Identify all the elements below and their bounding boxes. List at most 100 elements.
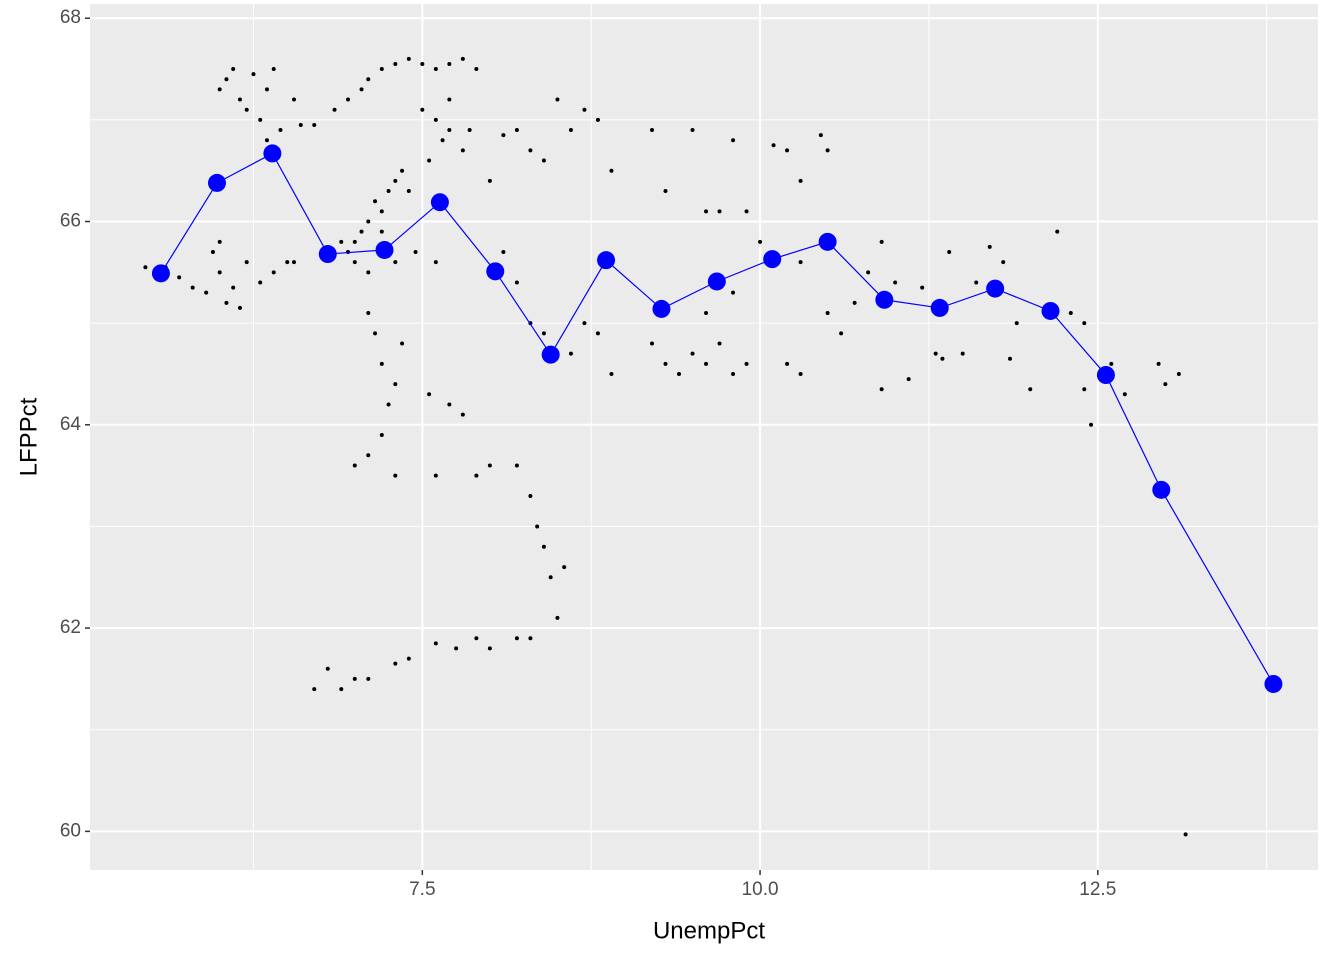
scatter-point <box>704 209 709 214</box>
scatter-point <box>514 280 519 285</box>
scatter-point <box>406 189 411 194</box>
scatter-point <box>190 285 195 290</box>
scatter-point <box>379 67 384 72</box>
scatter-point <box>352 676 357 681</box>
line-point <box>151 264 170 283</box>
scatter-point <box>825 148 830 153</box>
scatter-point <box>251 72 256 77</box>
line-point <box>486 262 505 281</box>
scatter-point <box>379 229 384 234</box>
scatter-point <box>271 270 276 275</box>
scatter-point <box>298 122 303 127</box>
scatter-point <box>514 128 519 133</box>
scatter-point <box>312 122 317 127</box>
scatter-point <box>501 250 506 255</box>
scatter-point <box>771 143 776 148</box>
scatter-point <box>346 97 351 102</box>
scatter-point <box>568 128 573 133</box>
scatter-point <box>352 260 357 265</box>
scatter-point <box>649 128 654 133</box>
scatter-point <box>366 77 371 82</box>
scatter-point <box>785 361 790 366</box>
scatter-point <box>1014 321 1019 326</box>
scatter-point <box>258 117 263 122</box>
scatter-point <box>386 402 391 407</box>
scatter-point <box>264 138 269 143</box>
line-point <box>541 345 560 364</box>
scatter-point <box>744 361 749 366</box>
scatter-point <box>528 493 533 498</box>
scatter-point <box>1156 361 1161 366</box>
scatter-point <box>798 178 803 183</box>
scatter-point <box>528 636 533 641</box>
scatter-point <box>960 351 965 356</box>
scatter-point <box>595 331 600 336</box>
line-point <box>375 240 394 259</box>
scatter-point <box>906 377 911 382</box>
scatter-point <box>379 209 384 214</box>
scatter-point <box>568 351 573 356</box>
scatter-point <box>514 636 519 641</box>
scatter-point <box>373 199 378 204</box>
scatter-point <box>940 356 945 361</box>
scatter-point <box>677 371 682 376</box>
scatter-point <box>379 432 384 437</box>
line-point <box>263 144 282 163</box>
line-point <box>875 290 894 309</box>
scatter-point <box>987 244 992 249</box>
line-point <box>1264 674 1283 693</box>
scatter-point <box>535 524 540 529</box>
line-point <box>1152 480 1171 499</box>
scatter-point <box>433 117 438 122</box>
line-point <box>652 299 671 318</box>
scatter-point <box>460 412 465 417</box>
scatter-point <box>386 189 391 194</box>
scatter-point <box>420 107 425 112</box>
scatter-point <box>595 117 600 122</box>
scatter-point <box>237 305 242 310</box>
scatter-point <box>501 133 506 138</box>
scatter-point <box>1001 260 1006 265</box>
scatter-point <box>474 473 479 478</box>
scatter-point <box>244 260 249 265</box>
series-line <box>160 152 1274 685</box>
scatter-point <box>474 67 479 72</box>
scatter-point <box>447 61 452 66</box>
scatter-point <box>359 87 364 92</box>
scatter-point <box>582 321 587 326</box>
scatter-point <box>582 107 587 112</box>
scatter-point <box>974 280 979 285</box>
scatter-point <box>291 97 296 102</box>
scatter-point <box>474 636 479 641</box>
scatter-point <box>217 270 222 275</box>
scatter-point <box>285 260 290 265</box>
scatter-point <box>460 148 465 153</box>
scatter-point <box>244 107 249 112</box>
scatter-point <box>339 687 344 692</box>
scatter-point <box>366 310 371 315</box>
scatter-point <box>609 168 614 173</box>
scatter-point <box>562 565 567 570</box>
scatter-point <box>541 158 546 163</box>
scatter-point <box>454 646 459 651</box>
scatter-point <box>406 656 411 661</box>
y-axis-title: LFPPct <box>15 397 42 476</box>
scatter-point <box>393 178 398 183</box>
x-tick-label: 7.5 <box>409 879 435 900</box>
scatter-point <box>440 138 445 143</box>
scatter-point <box>690 128 695 133</box>
scatter-point <box>690 351 695 356</box>
scatter-point <box>1089 422 1094 427</box>
x-tick-label: 10.0 <box>742 879 779 900</box>
scatter-point <box>1176 371 1181 376</box>
scatter-point <box>866 270 871 275</box>
scatter-point <box>1068 310 1073 315</box>
line-point <box>597 251 616 270</box>
scatter-point <box>798 260 803 265</box>
scatter-point <box>920 285 925 290</box>
line-point <box>318 245 337 264</box>
scatter-point <box>933 351 938 356</box>
scatter-point <box>177 275 182 280</box>
scatter-point <box>839 331 844 336</box>
scatter-point <box>420 61 425 66</box>
